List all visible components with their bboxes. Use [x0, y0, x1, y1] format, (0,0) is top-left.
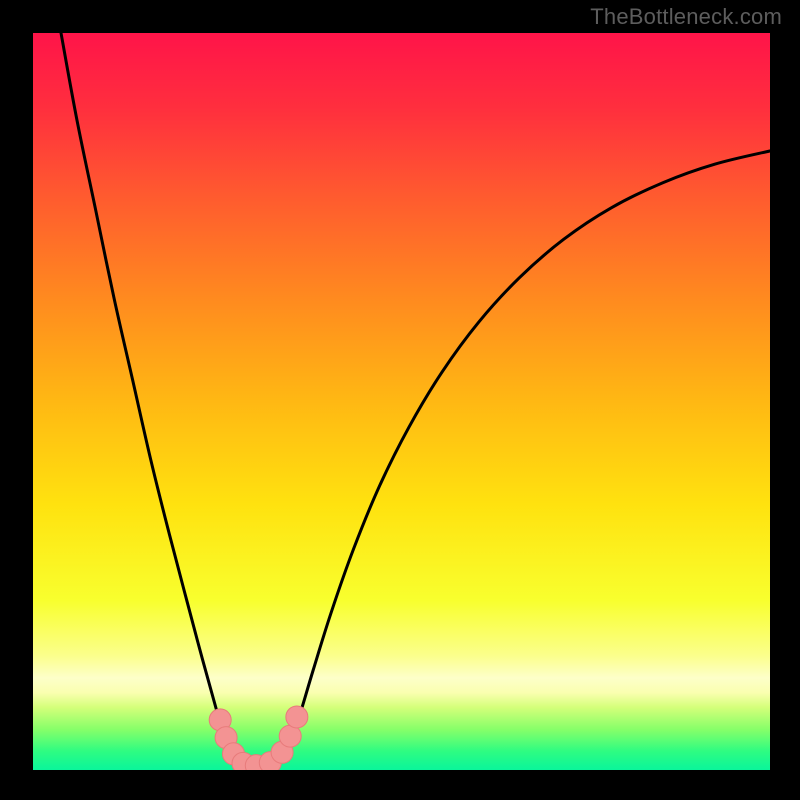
marker-dot — [286, 706, 308, 728]
plot-area — [33, 33, 770, 770]
chart-frame: TheBottleneck.com — [0, 0, 800, 800]
bottleneck-curve — [61, 33, 770, 769]
watermark-text: TheBottleneck.com — [590, 4, 782, 30]
curve-layer — [33, 33, 770, 770]
marker-dot — [279, 725, 301, 747]
